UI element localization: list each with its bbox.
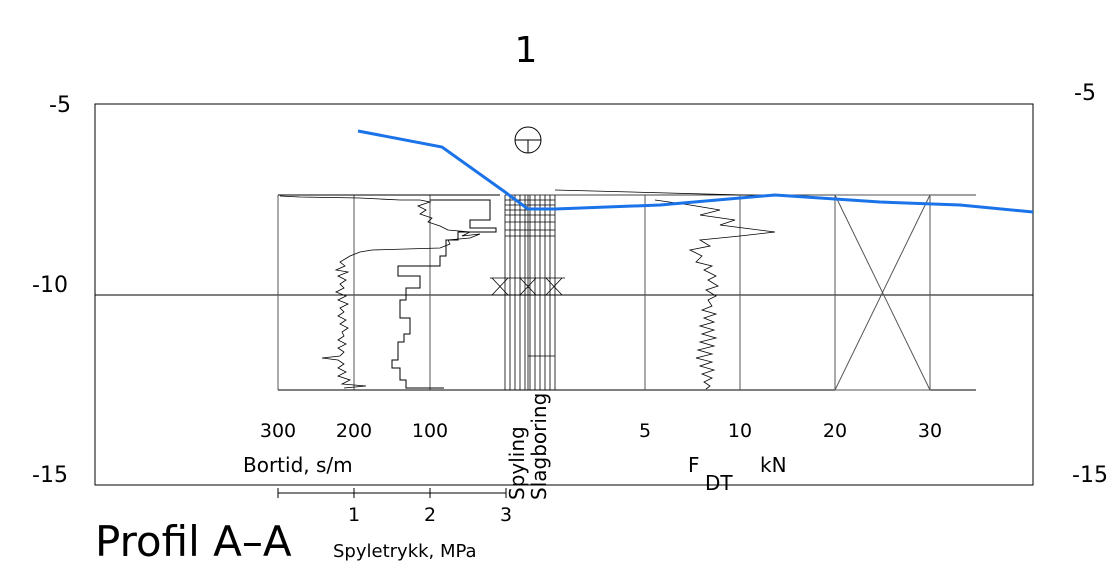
bortid-tick-300: 300 bbox=[260, 420, 296, 442]
spyling-label: Spyling bbox=[505, 426, 529, 500]
force-tick-20: 20 bbox=[823, 420, 847, 442]
force-label-sub: DT bbox=[705, 471, 733, 495]
bortid-tick-200: 200 bbox=[336, 420, 372, 442]
force-cross-box bbox=[834, 194, 931, 391]
force-top-line-2 bbox=[554, 189, 781, 197]
bortid-curve bbox=[279, 195, 481, 389]
force-curve bbox=[654, 199, 776, 390]
force-tick-10: 10 bbox=[728, 420, 752, 442]
bortid-gridlines bbox=[277, 195, 431, 390]
spyletrykk-tick-3: 3 bbox=[500, 504, 512, 526]
bortid-tick-100: 100 bbox=[412, 420, 448, 442]
spyletrykk-axis bbox=[277, 488, 507, 498]
spyletrykk-curve bbox=[391, 199, 497, 389]
elev-left-minus15: -15 bbox=[32, 463, 68, 488]
method-column bbox=[490, 194, 565, 390]
spyletrykk-tick-1: 1 bbox=[348, 504, 360, 526]
bortid-label: Bortid, s/m bbox=[243, 453, 353, 477]
force-unit: kN bbox=[760, 453, 787, 477]
profile-title: Profil A–A bbox=[95, 517, 292, 566]
spyletrykk-tick-2: 2 bbox=[424, 504, 436, 526]
slagboring-label: Slagboring bbox=[527, 393, 551, 500]
borehole-id: 1 bbox=[515, 30, 538, 71]
spyletrykk-label: Spyletrykk, MPa bbox=[333, 541, 477, 562]
force-label-main: F bbox=[688, 453, 700, 477]
terrain-line bbox=[357, 129, 1034, 214]
elev-right-minus5: -5 bbox=[1074, 81, 1096, 106]
elev-left-minus10: -10 bbox=[32, 273, 68, 298]
force-gridlines bbox=[644, 195, 931, 390]
elev-left-minus5: -5 bbox=[49, 93, 71, 118]
elev-right-minus15: -15 bbox=[1072, 463, 1108, 488]
force-tick-5: 5 bbox=[639, 420, 651, 442]
force-tick-30: 30 bbox=[918, 420, 942, 442]
borehole-symbol bbox=[514, 126, 542, 154]
